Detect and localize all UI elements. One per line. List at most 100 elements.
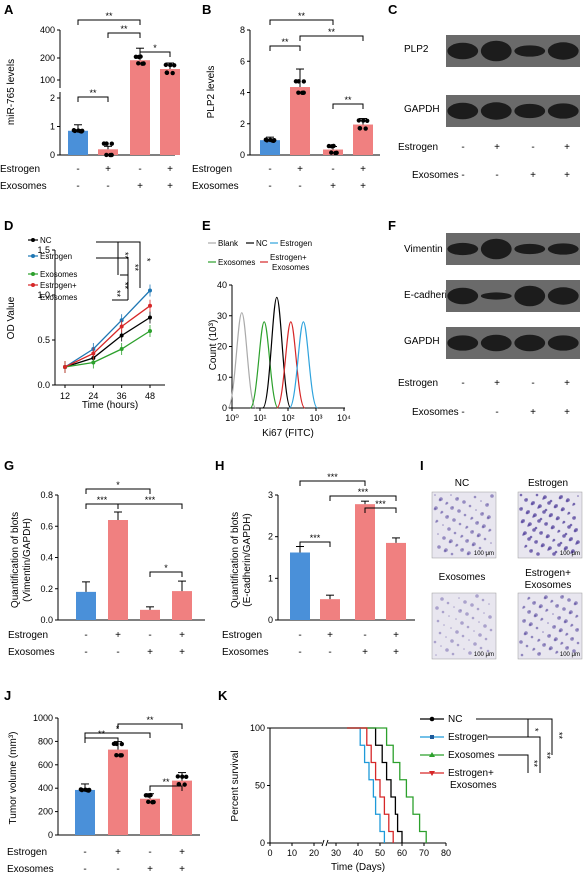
D-ytick-label: 0.5	[37, 335, 50, 345]
K-sig-label: **	[554, 732, 564, 740]
F-exosomes-sign: +	[564, 407, 570, 418]
E-histogram	[262, 296, 292, 409]
I-cell	[478, 633, 482, 637]
H-sig4-label: ***	[375, 499, 386, 509]
I-cell	[522, 619, 526, 623]
B-point	[356, 118, 362, 123]
I-cell	[478, 546, 482, 550]
I-cell	[536, 552, 540, 556]
E-legend-blank: Blank	[218, 239, 239, 248]
I-cell	[575, 628, 579, 632]
J-sig4-bracket	[149, 785, 183, 791]
B-point	[329, 150, 334, 155]
A-ytick-label: 200	[40, 53, 55, 63]
K-legend-exosomes2: Exosomes	[450, 780, 497, 791]
I-cell	[547, 501, 551, 505]
J-ytick-label: 800	[38, 736, 53, 746]
I-cell	[537, 507, 539, 509]
I-cell	[450, 639, 454, 643]
I-cell	[543, 596, 547, 600]
K-survival-curve	[347, 727, 403, 843]
G-ytick-label: 0.8	[40, 490, 53, 500]
C-exosomes-label: Exosomes	[412, 170, 459, 181]
I-cell	[534, 540, 538, 544]
I-cell	[488, 530, 490, 532]
K-sig-bracket-3	[488, 736, 541, 773]
I-cell	[557, 543, 561, 547]
I-cell	[520, 653, 524, 657]
H-bar	[355, 504, 375, 620]
I-cell	[455, 630, 459, 634]
I-cell	[481, 598, 485, 602]
I-title-estrogen-plus: Estrogen+	[525, 568, 571, 579]
I-cell	[555, 652, 557, 654]
K-xtick-label: 0	[267, 848, 272, 858]
I-cell	[476, 534, 480, 538]
G-bar	[140, 609, 160, 620]
I-cell	[537, 519, 541, 523]
G-sig3-bracket	[117, 503, 183, 509]
A-estrogen-sign: +	[105, 164, 111, 175]
I-cell	[532, 649, 534, 651]
B-estrogen-sign: +	[297, 164, 303, 175]
J-bar	[108, 749, 128, 835]
D-series-line	[64, 316, 151, 368]
B-exosomes-sign: -	[268, 181, 271, 192]
I-cell	[475, 594, 479, 598]
I-cell	[558, 629, 562, 633]
I-cell	[490, 542, 492, 544]
I-cell	[560, 643, 562, 645]
I-cell	[445, 636, 447, 638]
I-cell	[533, 614, 537, 618]
E-xtick-label: 10³	[309, 413, 322, 423]
A-sig1-bracket	[77, 96, 109, 102]
K-legend-estrogen-plus: Estrogen+	[448, 768, 494, 779]
G-exosomes-sign: -	[84, 647, 87, 658]
E-ylabel: Count (10³)	[208, 320, 219, 371]
I-cell	[542, 510, 546, 514]
A-exosomes-label: Exosomes	[0, 181, 47, 192]
J-exosomes-sign: +	[179, 864, 185, 875]
H-ylabel1: Quantification of blots	[230, 512, 241, 608]
F-gapdh-band	[480, 334, 512, 352]
panel-C-letter: C	[388, 2, 398, 17]
F-ecadherin-band	[447, 287, 479, 305]
I-cell	[447, 527, 451, 531]
I-cell	[568, 611, 572, 615]
B-point	[296, 79, 301, 84]
F-ecadherin-band	[480, 292, 512, 300]
C-gapdh-band	[447, 102, 479, 120]
K-xtick-label: 20	[309, 848, 319, 858]
D-legend-exosomes: Exosomes	[40, 270, 77, 279]
I-cell	[473, 642, 477, 646]
I-cell	[570, 552, 572, 554]
G-ytick-label: 0.0	[40, 615, 53, 625]
B-sig4-label: **	[344, 95, 352, 105]
I-cell	[473, 630, 475, 632]
A-ytick-label: 100	[40, 75, 55, 85]
E-legend-estrogen-plus: Estrogen+	[270, 253, 307, 262]
I-cell	[552, 625, 556, 629]
K-survival-curve	[347, 727, 394, 843]
I-cell	[553, 638, 557, 642]
J-sig3-label: **	[146, 715, 154, 725]
I-cell	[445, 503, 447, 505]
I-cell	[448, 540, 452, 544]
E-ytick-label: 0	[222, 403, 227, 413]
H-exosomes-sign: +	[393, 647, 399, 658]
E-histogram	[227, 312, 257, 409]
I-cell	[443, 624, 445, 626]
G-sig1-label: *	[116, 480, 120, 490]
F-gapdh-band	[547, 335, 579, 351]
I-cell	[519, 640, 523, 644]
I-cell	[470, 530, 474, 534]
I-cell	[471, 616, 475, 620]
A-bar	[68, 130, 88, 155]
I-cell	[527, 537, 531, 541]
D-sig-label: **	[112, 290, 122, 298]
G-sig4-label: *	[164, 563, 168, 573]
I-cell	[570, 625, 572, 627]
C-exosomes-sign: -	[495, 170, 498, 181]
I-title-estrogen: Estrogen	[528, 478, 568, 489]
A-bar	[160, 69, 180, 155]
